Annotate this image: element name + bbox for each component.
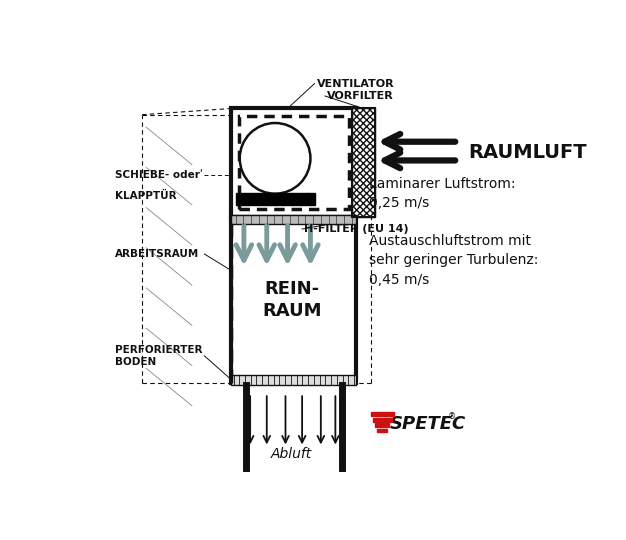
Text: ®: ® — [448, 411, 456, 421]
Bar — [371, 413, 394, 416]
Text: Laminarer Luftstrom:
0,25 m/s: Laminarer Luftstrom: 0,25 m/s — [369, 177, 515, 211]
Bar — [237, 193, 316, 205]
Circle shape — [240, 123, 310, 194]
Bar — [375, 423, 389, 427]
Text: ARBEITSRAUM: ARBEITSRAUM — [115, 249, 199, 259]
Text: Abluft: Abluft — [271, 447, 312, 461]
Text: KLAPPTÜR: KLAPPTÜR — [115, 191, 177, 201]
Bar — [377, 429, 387, 433]
Text: SCHIEBE- oderʹ: SCHIEBE- oderʹ — [115, 170, 203, 180]
Text: SPETEC: SPETEC — [389, 415, 466, 434]
Bar — [373, 418, 391, 422]
Text: Austauschluftstrom mit
sehr geringer Turbulenz:
0,45 m/s: Austauschluftstrom mit sehr geringer Tur… — [369, 234, 538, 287]
Polygon shape — [307, 193, 316, 205]
Text: VORFILTER: VORFILTER — [327, 91, 394, 101]
Bar — [352, 109, 375, 217]
Bar — [352, 109, 375, 217]
Bar — [232, 375, 356, 385]
Text: RAUMLUFT: RAUMLUFT — [468, 143, 587, 161]
Text: VENTILATOR: VENTILATOR — [317, 78, 394, 89]
Bar — [232, 109, 356, 217]
Bar — [232, 215, 356, 224]
Text: PERFORIERTER
BODEN: PERFORIERTER BODEN — [115, 345, 202, 367]
Text: H-FILTER (EU 14): H-FILTER (EU 14) — [304, 224, 409, 234]
Bar — [239, 116, 349, 209]
Text: REIN-
RAUM: REIN- RAUM — [262, 280, 322, 320]
Bar — [232, 217, 356, 383]
